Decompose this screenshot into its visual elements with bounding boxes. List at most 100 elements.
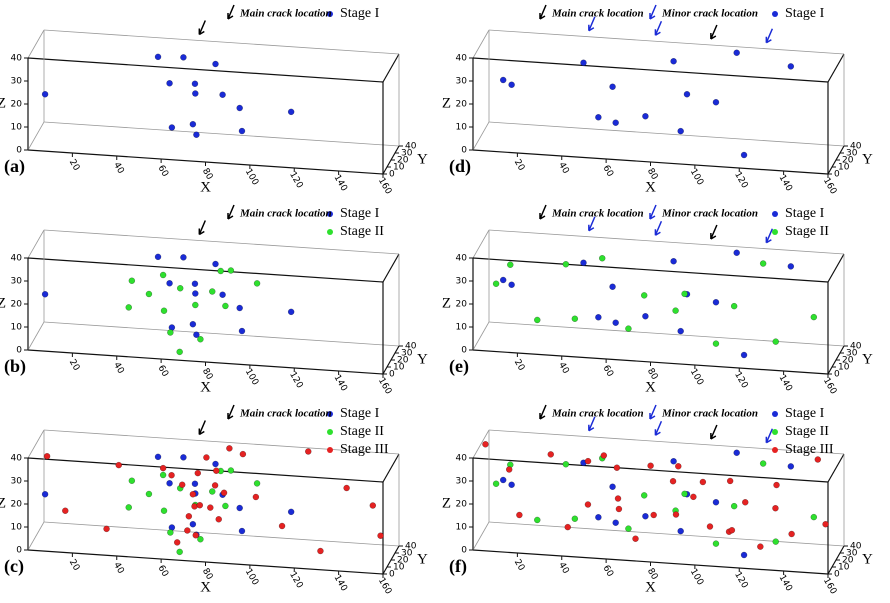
box-edge [827,453,845,483]
data-point [176,285,184,292]
data-point [287,108,295,116]
data-point [125,504,132,511]
data-point [168,471,175,479]
crack-arrow [765,228,774,244]
data-point [595,314,602,321]
x-tick-label: 40 [111,361,126,376]
y-tick-label: 0 [389,570,395,580]
data-point [41,491,49,498]
data-point [788,530,795,538]
legend-arrow [539,204,547,220]
box-edge [488,521,845,547]
data-point [219,291,226,298]
data-point [238,327,246,335]
z-tick-label: 20 [456,500,468,510]
data-point [305,448,312,455]
z-tick-label: 30 [11,477,23,487]
y-axis-label: Y [862,351,873,367]
y-tick-label: 0 [834,570,840,580]
z-tick-label: 30 [456,277,468,287]
legend-annotation: Main crack location [239,8,332,20]
x-tick-label: 120 [732,570,749,590]
z-tick-label: 20 [11,100,23,110]
data-point [740,351,748,359]
data-point [212,60,219,68]
data-point [211,482,219,489]
panel-label: (d) [449,156,471,177]
data-point [193,131,200,138]
legend-label: Stage II [785,424,829,439]
data-point [814,456,822,463]
legend-annotation: Minor crack location [661,208,758,220]
data-point [625,525,632,532]
box-edge [382,253,400,283]
z-tick-label: 0 [461,146,467,156]
y-tick-label: 10 [838,163,850,173]
y-axis-label: Y [417,551,428,567]
legend-annotation: Main crack location [551,8,644,20]
x-tick-label: 20 [512,558,527,573]
x-tick-label: 100 [243,567,260,587]
box-edge [27,521,45,551]
y-tick-label: 40 [850,142,862,152]
legend-label: Stage III [340,442,389,457]
data-point [642,113,649,120]
data-point [580,59,587,67]
data-point [787,63,795,70]
legend-annotation: Main crack location [239,208,332,220]
data-point [728,526,736,534]
box-edge [43,429,400,455]
data-point [742,499,749,506]
y-tick-label: 30 [401,349,413,359]
data-point [236,504,243,512]
x-tick-label: 120 [287,370,304,390]
z-tick-label: 10 [456,123,468,133]
y-tick-label: 0 [834,170,840,180]
data-point [547,451,555,458]
data-point [193,331,200,338]
y-tick-label: 0 [834,370,840,380]
y-tick-label: 10 [838,563,850,573]
data-point [733,49,740,57]
legend-arrow [649,404,657,420]
legend-arrow [227,404,235,420]
data-point [176,548,183,556]
data-point [189,120,197,128]
data-point [203,454,210,461]
box-edge [27,257,384,283]
crack-arrow [588,416,596,432]
data-point [499,476,507,484]
data-point [508,81,515,89]
data-point [675,463,682,470]
data-point [167,329,174,336]
crack-arrow [588,216,596,232]
panel-label: (a) [4,156,25,177]
y-tick-label: 40 [405,342,417,352]
data-point [584,457,592,465]
crack-arrow [654,420,663,436]
data-point [672,511,680,518]
legend-label: Stage I [785,406,825,421]
legend-marker [772,411,778,417]
legend-marker [327,229,333,235]
data-point [507,261,514,268]
box-edge [43,229,400,255]
data-point [690,493,697,501]
y-tick-label: 10 [838,363,850,373]
x-axis-label: X [645,579,656,595]
box-edge [43,321,400,347]
legend-annotation: Minor crack location [661,408,758,420]
z-tick-label: 10 [11,323,23,333]
data-point [499,276,507,284]
y-tick-label: 10 [393,163,405,173]
data-point [571,315,579,322]
data-point [192,290,199,297]
x-tick-label: 40 [556,361,571,376]
data-point [612,519,619,526]
legend-marker [772,447,778,453]
data-point [192,90,199,97]
y-tick-label: 10 [393,363,405,373]
data-point [213,467,220,474]
data-point [683,91,691,98]
x-tick-label: 20 [67,158,82,173]
